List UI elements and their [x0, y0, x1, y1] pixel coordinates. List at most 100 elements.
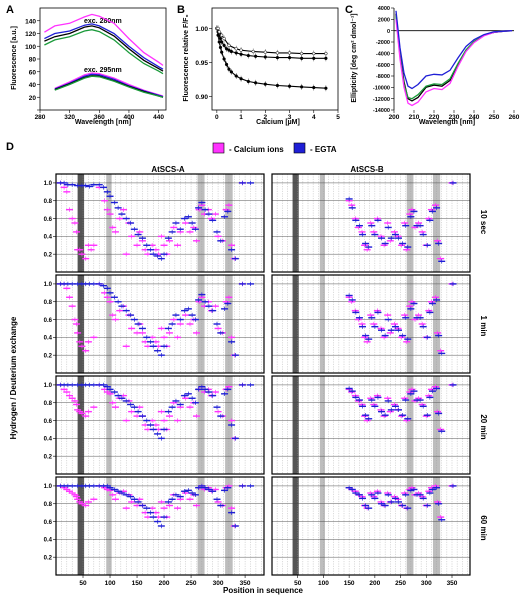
panel-c-ytick-label: -14000 — [373, 108, 390, 114]
hdx-xtick-label: 250 — [395, 580, 406, 587]
panel-b-point — [275, 55, 280, 60]
hdx-ytick-label: 0.2 — [44, 252, 53, 258]
panel-letter-b: B — [177, 4, 185, 16]
panel-a-ytick-label: 60 — [29, 69, 37, 76]
panel-b-point — [229, 70, 234, 74]
hdx-subpanel: 0.2 0.4 0.6 0.8 1.0 — [44, 173, 265, 273]
hdx-region-band — [292, 174, 299, 272]
panel-c-xtick-label: 200 — [389, 114, 400, 121]
panel-c-ytick-label: 2000 — [378, 18, 390, 24]
hdx-frame — [271, 173, 471, 273]
hdx-subpanel — [271, 375, 471, 475]
panel-c-xtick-label: 250 — [489, 114, 500, 121]
hdx-region-band — [106, 477, 112, 575]
panel-b-chart: Fluorescence relative F/F₀ Calcium [µM] … — [183, 7, 340, 126]
panel-b-point — [218, 45, 223, 50]
hdx-ytick-label: 0.6 — [44, 217, 53, 223]
panel-c-series-line — [395, 10, 513, 90]
panel-b-point — [300, 56, 304, 60]
hdx-xtick-label: 100 — [318, 580, 329, 587]
panel-b-point — [239, 52, 243, 56]
panel-b-point — [275, 83, 280, 88]
hdx-region-band — [106, 376, 112, 474]
panel-b-point — [324, 86, 328, 90]
panel-b-point — [229, 49, 234, 54]
panel-b-xtick-label: 0 — [215, 114, 219, 121]
panel-b-point — [224, 62, 229, 67]
hdx-ytick-label: 0.2 — [44, 454, 53, 460]
hdx-region-band — [77, 174, 85, 272]
panel-a-xtick-label: 280 — [35, 114, 46, 121]
panel-b-point — [275, 51, 280, 55]
hdx-ytick-label: 0.2 — [44, 353, 53, 359]
hdx-ytick-label: 0.4 — [44, 437, 53, 443]
panel-b-point — [227, 43, 231, 48]
hdx-xtick-label: 350 — [447, 580, 458, 587]
panel-a-xtick-label: 360 — [94, 114, 105, 121]
hdx-frame — [271, 476, 471, 576]
panel-b-point — [246, 79, 250, 84]
panel-a-xlabel: Wavelength [nm] — [75, 119, 131, 126]
panel-a-series-line — [44, 29, 164, 75]
hdx-ytick-label: 0.2 — [44, 555, 53, 561]
hdx-frame — [55, 173, 265, 273]
panel-a-annotation-295: exc. 295nm — [84, 67, 122, 74]
panel-b-point — [300, 51, 304, 56]
panel-letter-a: A — [6, 4, 14, 16]
legend-calcium-swatch — [212, 142, 225, 154]
panel-b-point — [227, 67, 231, 71]
hdx-region-band — [77, 275, 85, 373]
panel-c-ytick-label: 4000 — [378, 6, 390, 12]
panel-b-point — [224, 47, 229, 51]
panel-a-ylabel: Fluorescence [a.u.] — [11, 26, 18, 90]
panel-b-xtick-label: 5 — [336, 114, 340, 121]
panel-b-point — [220, 50, 224, 54]
hdx-frame — [55, 375, 265, 475]
panel-c-ytick-label: -10000 — [373, 86, 390, 92]
panel-b-fit-line — [216, 27, 326, 55]
hdx-ytick-label: 1.0 — [44, 282, 53, 288]
panel-letter-c: C — [345, 4, 353, 16]
hdx-xtick-label: 150 — [132, 580, 143, 587]
panel-a-ytick-label: 100 — [25, 44, 36, 51]
hdx-xtick-label: 50 — [294, 580, 302, 587]
panel-b-ytick-label: 0.90 — [195, 94, 208, 101]
hdx-xtick-label: 200 — [369, 580, 380, 587]
panel-b-xtick-label: 4 — [312, 114, 316, 121]
panel-d-ylabel: Hydrogen / Deuterium exchange — [9, 316, 18, 439]
panel-c-xtick-label: 230 — [449, 114, 460, 121]
panel-b-point — [312, 51, 316, 56]
panel-b-xtick-label: 1 — [239, 114, 243, 121]
hdx-subpanel: 0.2 0.4 0.6 0.8 1.0 — [44, 375, 265, 475]
hdx-ytick-label: 0.4 — [44, 235, 53, 241]
hdx-ytick-label: 0.4 — [44, 336, 53, 342]
panel-c-xtick-label: 260 — [509, 114, 520, 121]
panel-a-series-line — [54, 75, 164, 98]
hdx-ytick-label: 0.8 — [44, 300, 53, 306]
hdx-subpanel — [271, 274, 471, 374]
panel-b-point — [287, 51, 292, 55]
hdx-xtick-label: 150 — [344, 580, 355, 587]
panel-b-point — [287, 84, 292, 88]
panel-c-ytick-label: -6000 — [376, 63, 390, 69]
panel-b-xtick-label: 3 — [288, 114, 292, 121]
panel-b-point — [222, 57, 226, 61]
hdx-ytick-label: 0.6 — [44, 520, 53, 526]
hdx-xtick-label: 300 — [421, 580, 432, 587]
panel-a-annotation-280: exc. 280nm — [84, 18, 122, 25]
panel-c-xtick-label: 210 — [409, 114, 420, 121]
panel-b-point — [222, 43, 226, 48]
hdx-region-band — [406, 174, 414, 272]
panel-a-ytick-label: 80 — [29, 57, 37, 64]
panel-a-series-line — [54, 74, 164, 98]
legend-egta-swatch — [293, 142, 306, 154]
panel-b-point — [234, 51, 238, 55]
hdx-subpanel: 50 100 150 200 250 300 350 — [271, 476, 471, 587]
panel-a-ytick-label: 20 — [29, 95, 37, 102]
panel-b-point — [239, 77, 243, 81]
panel-b-point — [324, 51, 328, 56]
hdx-region-band — [77, 376, 85, 474]
panel-b-point — [216, 26, 220, 31]
panel-b-point — [216, 33, 220, 37]
hdx-xtick-label: 250 — [186, 580, 197, 587]
